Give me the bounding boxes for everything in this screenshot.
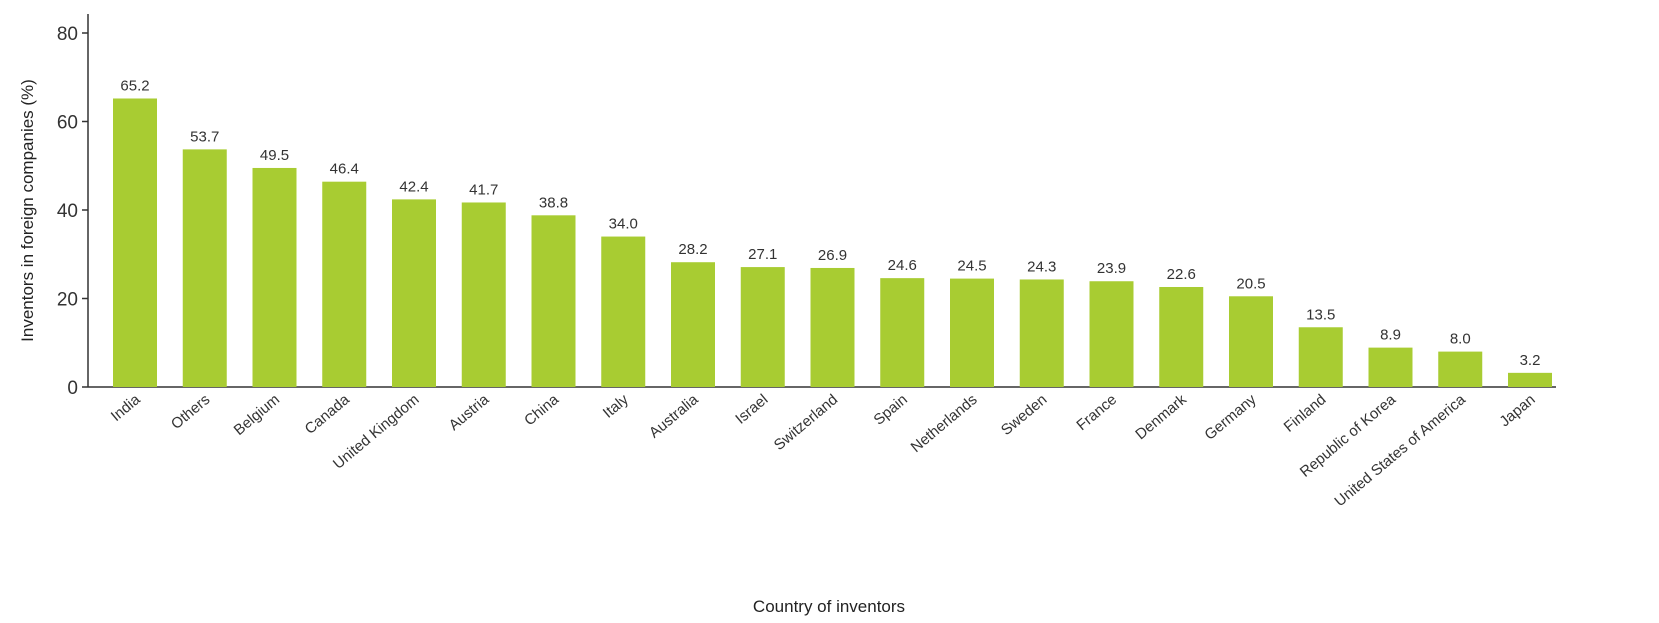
bar-value-label: 41.7 [469, 181, 498, 198]
bar-value-label: 22.6 [1167, 266, 1196, 283]
bar-value-label: 46.4 [330, 161, 359, 178]
bar [950, 278, 994, 387]
x-tick-label: Denmark [1132, 391, 1190, 443]
x-tick-label: Netherlands [908, 391, 981, 456]
x-tick-label: Germany [1201, 391, 1260, 444]
bar-value-label: 49.5 [260, 147, 289, 164]
bar-value-label: 26.9 [818, 247, 847, 264]
x-tick-label: Spain [870, 391, 910, 429]
y-tick-label: 0 [67, 378, 78, 399]
bar-value-label: 23.9 [1097, 260, 1126, 277]
bar [671, 262, 715, 387]
x-tick-label: Switzerland [771, 391, 841, 454]
bar-value-label: 13.5 [1306, 306, 1335, 323]
bar [810, 267, 855, 387]
bar [182, 149, 227, 387]
bar-value-label: 20.5 [1236, 275, 1265, 292]
x-tick-label: China [521, 391, 562, 430]
bar-value-label: 3.2 [1520, 352, 1541, 369]
x-axis-title: Country of inventors [753, 597, 905, 616]
x-tick-label: Finland [1281, 391, 1330, 436]
bar-value-label: 24.6 [888, 257, 917, 274]
bar-value-label: 24.3 [1027, 258, 1056, 275]
x-tick-label: Austria [446, 391, 493, 434]
bar [1229, 296, 1273, 387]
bar [1089, 281, 1134, 387]
bar [880, 278, 925, 387]
bar-value-label: 53.7 [190, 128, 219, 145]
bar [252, 167, 297, 387]
bar-value-label: 8.9 [1380, 327, 1401, 344]
y-tick-label: 80 [57, 24, 78, 45]
bar [113, 98, 157, 388]
bar [1298, 327, 1343, 387]
x-tick-label: Canada [302, 391, 354, 438]
bar-value-label: 27.1 [748, 246, 777, 263]
bar [1368, 347, 1413, 387]
bar [1438, 351, 1483, 387]
value-labels: 65.2 53.7 49.5 46.4 42.4 41.7 38.8 34.0 28.2 27.1… [120, 77, 1540, 368]
y-tick-label: 40 [57, 201, 78, 222]
bar [322, 181, 367, 387]
x-tick-label: Australia [646, 391, 702, 442]
bar-value-label: 38.8 [539, 194, 568, 211]
bar [461, 202, 506, 387]
bar [392, 199, 436, 387]
bar-value-label: 8.0 [1450, 331, 1471, 348]
bar [1508, 372, 1552, 387]
x-tick-label: Belgium [231, 391, 283, 439]
x-tick-label: United States of America [1331, 391, 1469, 511]
bar-value-label: 42.4 [399, 178, 428, 195]
x-tick-label: Sweden [998, 391, 1050, 439]
bar-value-label: 24.5 [957, 258, 986, 275]
bar [1019, 279, 1064, 387]
bar-value-label: 34.0 [609, 216, 638, 233]
bar [1159, 286, 1204, 387]
x-tick-label: Japan [1496, 391, 1538, 430]
y-tick-label: 60 [57, 113, 78, 134]
x-tick-label: Israel [732, 391, 771, 428]
x-tick-label: Italy [600, 391, 632, 422]
bar-value-label: 28.2 [678, 241, 707, 258]
bar [531, 215, 576, 387]
x-tick-label: Others [168, 391, 213, 433]
x-tick-label: France [1073, 391, 1120, 434]
y-tick-label: 20 [57, 290, 78, 311]
y-axis-title: Inventors in foreign companies (%) [18, 79, 37, 342]
y-ticks: 0 20 40 60 80 [57, 24, 88, 399]
bar-value-label: 65.2 [120, 77, 149, 94]
bars [113, 98, 1552, 388]
x-tick-label: India [108, 391, 144, 425]
bar [740, 267, 785, 387]
bar [601, 236, 646, 387]
